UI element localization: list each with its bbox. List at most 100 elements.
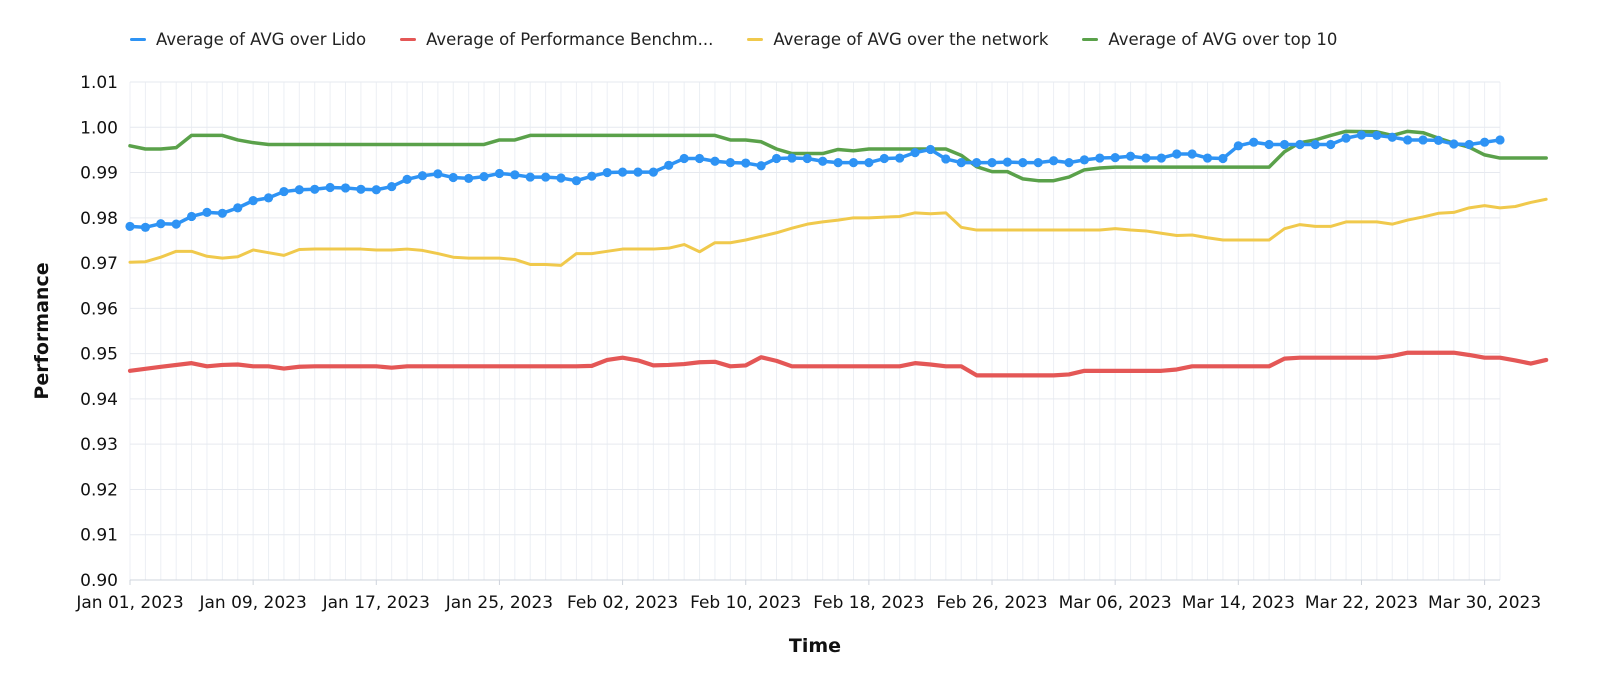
data-point (1233, 141, 1243, 151)
y-tick-label: 0.90 (80, 571, 118, 591)
data-point (1418, 135, 1428, 145)
data-point (1095, 153, 1105, 163)
data-point (525, 172, 535, 182)
x-tick-label: Jan 01, 2023 (75, 593, 183, 613)
data-point (248, 196, 258, 206)
legend-item[interactable]: Average of Performance Benchm... (400, 30, 713, 49)
data-point (771, 153, 782, 164)
data-point (910, 148, 920, 158)
legend: Average of AVG over Lido Average of Perfo… (130, 26, 1337, 52)
y-tick-label: 0.95 (80, 345, 118, 365)
axes: 1.01 1.00 0.99 0.98 0.97 0.96 0.95 0.94 0.93 0.92… (75, 73, 1541, 613)
data-point (1403, 135, 1413, 145)
x-tick-label: Mar 06, 2023 (1059, 593, 1172, 613)
x-tick-label: Jan 25, 2023 (445, 593, 553, 613)
x-tick-label: Mar 14, 2023 (1182, 593, 1295, 613)
data-point (1002, 157, 1013, 167)
data-point (1064, 157, 1074, 168)
data-point (1495, 135, 1505, 145)
data-point (186, 211, 197, 222)
data-point (1387, 132, 1397, 142)
data-point (648, 167, 658, 177)
data-point (725, 157, 735, 168)
data-point (1372, 130, 1382, 141)
data-point (1018, 157, 1028, 168)
data-point (987, 157, 997, 168)
data-point (1279, 139, 1290, 150)
data-point (1079, 155, 1089, 165)
data-point (140, 222, 150, 232)
data-point (541, 172, 551, 182)
data-point (1110, 153, 1120, 163)
y-tick-label: 0.98 (80, 209, 118, 229)
legend-item[interactable]: Average of AVG over the network (747, 30, 1048, 49)
data-point (895, 153, 905, 163)
x-tick-label: Feb 26, 2023 (936, 593, 1047, 613)
data-point (664, 160, 674, 170)
legend-item[interactable]: Average of AVG over top 10 (1082, 30, 1337, 49)
data-point (1125, 151, 1136, 161)
data-point (818, 156, 828, 166)
data-point (956, 157, 966, 168)
data-point (1141, 153, 1151, 163)
data-point (1433, 135, 1444, 145)
data-point (1449, 139, 1459, 149)
grid (129, 81, 1501, 581)
data-point (710, 156, 720, 166)
series-layer (125, 129, 1549, 378)
x-tick-label: Jan 17, 2023 (322, 593, 430, 613)
data-point (833, 157, 843, 168)
data-point (325, 182, 335, 193)
y-tick-label: 0.93 (80, 435, 118, 455)
data-point (864, 157, 874, 168)
data-point (941, 154, 951, 164)
data-point (602, 167, 612, 178)
data-point (848, 157, 859, 168)
y-tick-label: 0.96 (80, 299, 118, 319)
data-point (279, 186, 289, 197)
data-point (356, 184, 366, 194)
legend-swatch (747, 37, 764, 41)
y-tick-label: 0.92 (80, 480, 118, 500)
data-point (1218, 153, 1228, 164)
y-tick-label: 1.00 (80, 118, 118, 138)
data-point (1326, 139, 1336, 150)
data-point (1033, 157, 1043, 168)
data-point (972, 157, 982, 168)
data-point (879, 153, 889, 164)
data-point (1341, 133, 1351, 143)
data-point (571, 176, 582, 186)
data-point (156, 219, 166, 229)
data-point (233, 203, 243, 213)
data-point (402, 174, 412, 184)
legend-swatch (400, 37, 417, 41)
x-axis-title: Time (789, 635, 841, 657)
data-point (694, 153, 705, 164)
data-point (1172, 149, 1182, 159)
data-point (556, 173, 566, 183)
legend-swatch (1082, 37, 1099, 41)
x-tick-label: Feb 02, 2023 (567, 593, 678, 613)
data-point (510, 170, 520, 180)
data-point (310, 184, 320, 194)
data-point (587, 171, 597, 181)
data-point (433, 169, 443, 179)
data-point (617, 167, 628, 177)
data-point (448, 172, 458, 183)
data-point (1156, 153, 1166, 163)
legend-item[interactable]: Average of AVG over Lido (130, 30, 366, 49)
data-point (1264, 139, 1274, 150)
data-point (1202, 153, 1213, 163)
data-point (787, 153, 797, 163)
data-point (202, 207, 212, 217)
data-point (1480, 137, 1490, 147)
x-tick-label: Feb 10, 2023 (690, 593, 801, 613)
data-point (125, 221, 135, 232)
data-point (479, 172, 489, 182)
x-tick-label: Mar 22, 2023 (1305, 593, 1418, 613)
legend-label: Average of AVG over Lido (156, 29, 367, 49)
data-point (1464, 139, 1474, 150)
data-point (171, 219, 181, 229)
